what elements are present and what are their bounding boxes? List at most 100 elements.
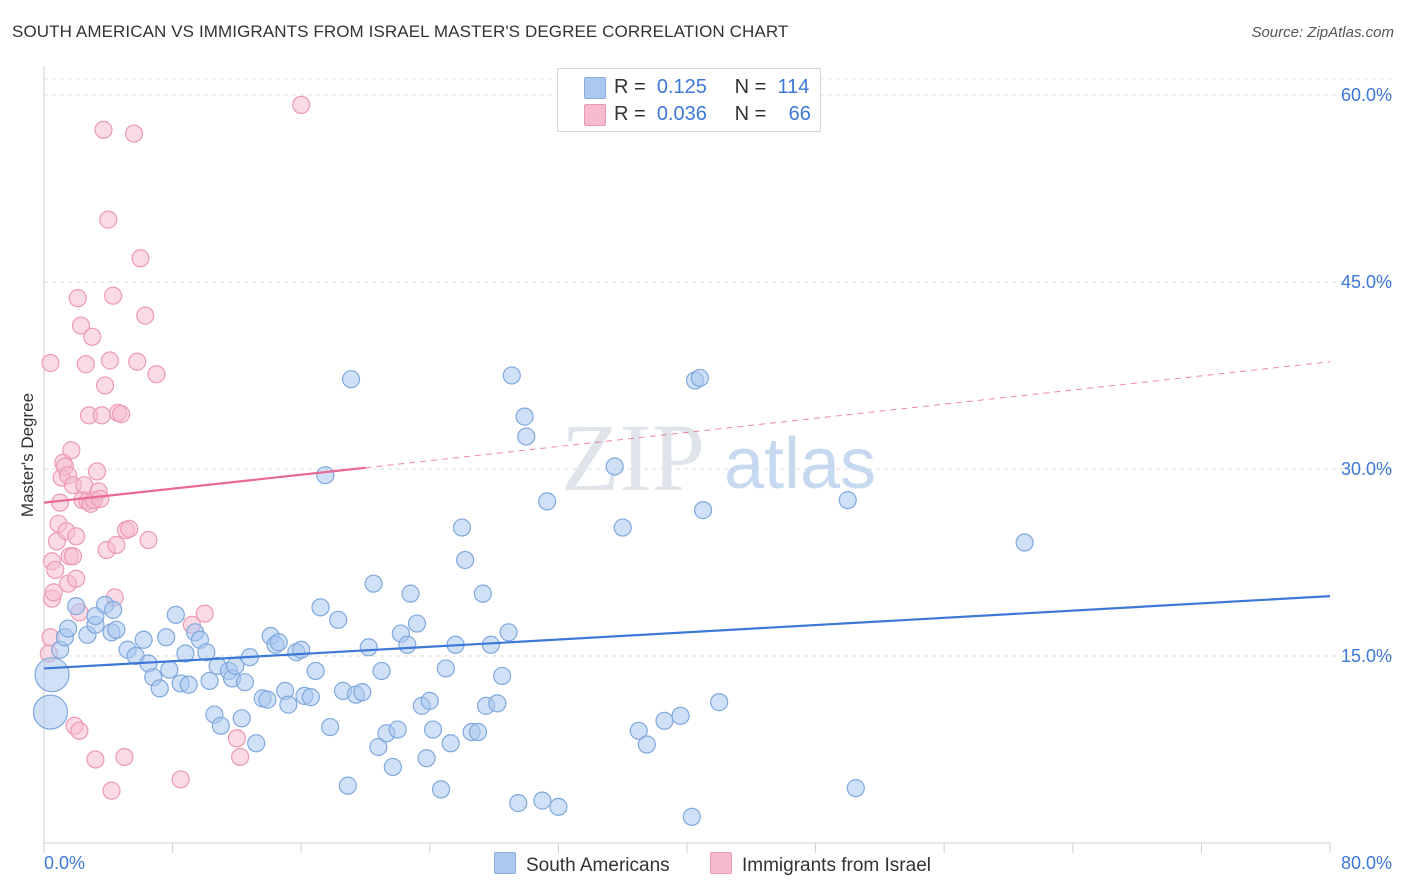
data-point-south-american — [301, 688, 320, 707]
r-value: 0.036 — [656, 103, 707, 125]
data-point-south-american — [166, 605, 185, 624]
data-point-south-american — [509, 794, 528, 813]
data-point-israel — [231, 747, 250, 767]
data-point-south-american — [441, 734, 460, 753]
data-point-south-american — [235, 673, 255, 692]
data-point-south-american — [549, 797, 568, 816]
data-point-south-american — [846, 779, 865, 798]
data-point-israel — [120, 519, 139, 538]
data-point-south-american — [107, 620, 126, 639]
data-point-south-american — [306, 661, 325, 681]
data-point-south-american — [104, 600, 123, 619]
data-point-israel — [86, 750, 105, 769]
data-point-south-american — [338, 776, 357, 795]
data-point-israel — [83, 327, 102, 346]
data-point-south-american — [134, 630, 153, 649]
data-point-south-american — [515, 407, 534, 426]
data-point-south-american — [211, 716, 230, 735]
data-point-south-american — [682, 807, 701, 826]
data-point-israel — [99, 210, 118, 229]
data-point-south-american — [838, 491, 857, 510]
data-point-israel — [171, 770, 190, 789]
n-label: N = — [734, 76, 767, 98]
data-point-south-american — [341, 370, 361, 389]
data-point-south-american — [693, 501, 713, 520]
data-point-israel — [227, 729, 246, 748]
r-value: 0.125 — [656, 76, 707, 98]
data-point-israel — [115, 747, 134, 767]
data-point-israel — [94, 120, 113, 139]
data-point-israel — [41, 353, 60, 373]
data-point-south-american — [176, 644, 195, 663]
data-point-israel — [44, 583, 63, 602]
legend-south-americans: South Americans — [494, 852, 670, 877]
legend-swatch-blue — [494, 852, 516, 874]
n-value: 114 — [777, 76, 810, 98]
y-tick-label: 45.0% — [1341, 272, 1392, 292]
data-point-israel — [195, 604, 214, 623]
data-point-south-american — [197, 643, 216, 662]
data-point-south-american — [150, 679, 169, 698]
data-point-south-american — [372, 661, 391, 681]
data-point-south-american — [59, 619, 78, 638]
data-point-israel — [136, 306, 155, 325]
source-label: Source: ZipAtlas.com — [1251, 24, 1394, 41]
x-tick-label-max: 80.0% — [1341, 853, 1392, 873]
data-point-israel — [124, 124, 144, 143]
data-point-south-american — [407, 614, 427, 633]
trend-lines — [43, 361, 1331, 670]
data-point-south-american — [160, 660, 179, 679]
legend-swatch-pink — [584, 104, 606, 126]
data-point-south-american — [637, 735, 656, 754]
data-point-south-american — [359, 638, 378, 657]
data-point-israel — [147, 365, 166, 384]
data-point-south-american — [269, 633, 288, 652]
correlation-legend: R = 0.125 N = 114 R = 0.036 N = 66 — [557, 68, 821, 132]
data-point-south-american — [473, 584, 492, 603]
data-point-south-american — [364, 574, 383, 593]
data-point-south-american — [417, 749, 436, 768]
data-point-south-american — [502, 366, 521, 385]
data-point-south-american — [383, 757, 402, 777]
data-point-south-american — [436, 659, 455, 678]
data-point-israel — [100, 351, 120, 370]
data-point-south-american — [493, 666, 512, 686]
y-tick-label: 30.0% — [1341, 459, 1392, 479]
data-point-israel — [128, 352, 147, 371]
data-point-israel — [95, 376, 115, 395]
r-label: R = — [614, 103, 646, 125]
y-axis-label: Master's Degree — [18, 392, 37, 518]
data-point-south-american — [431, 780, 451, 799]
data-point-south-american — [533, 791, 552, 810]
y-tick-label: 60.0% — [1341, 85, 1392, 105]
x-tick-label-min: 0.0% — [44, 853, 85, 873]
legend-swatch-pink — [710, 852, 732, 874]
tick-labels: 15.0% 30.0% 45.0% 60.0% 0.0% 80.0% — [44, 85, 1392, 873]
chart-title: SOUTH AMERICAN VS IMMIGRANTS FROM ISRAEL… — [12, 22, 789, 41]
data-point-south-american — [329, 610, 348, 629]
data-point-south-american — [353, 683, 372, 702]
data-point-israel — [139, 530, 158, 550]
n-label: N = — [734, 103, 767, 125]
legend-label-south-americans: South Americans — [526, 855, 670, 876]
data-point-south-american — [316, 466, 335, 485]
legend-israel: Immigrants from Israel — [710, 852, 931, 877]
data-point-south-american — [710, 693, 729, 712]
data-point-israel — [68, 289, 87, 308]
data-point-south-american — [538, 492, 557, 511]
trend-line-south-americans — [43, 595, 1331, 670]
trend-line-israel-extension — [365, 361, 1331, 469]
data-point-israel — [67, 527, 86, 546]
data-point-south-american — [468, 722, 488, 742]
grid-lines — [44, 78, 1392, 657]
data-point-south-american — [605, 457, 624, 476]
watermark-atlas: atlas — [724, 424, 876, 504]
data-point-south-american — [32, 694, 69, 730]
data-point-israel — [87, 462, 107, 481]
data-point-israel — [91, 489, 110, 508]
trend-line-israel — [43, 466, 366, 504]
data-point-south-american — [258, 690, 277, 709]
data-point-south-american — [369, 737, 388, 757]
data-point-israel — [71, 316, 91, 335]
